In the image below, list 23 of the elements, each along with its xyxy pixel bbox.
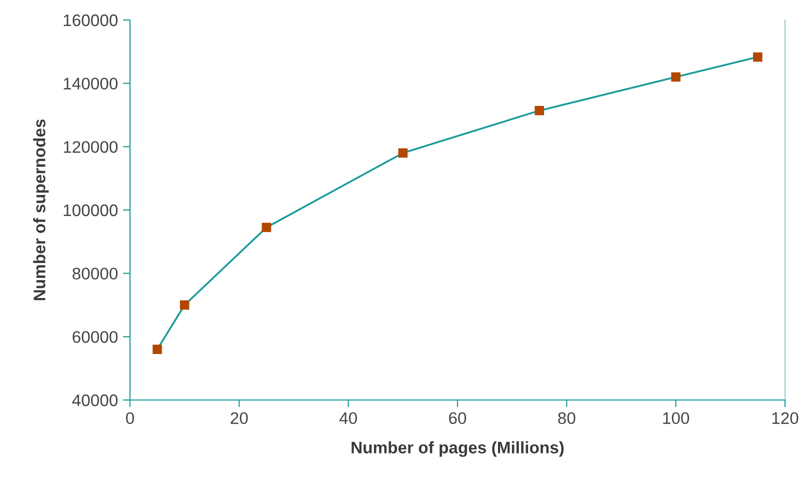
point	[534, 106, 544, 116]
x-tick-label: 40	[339, 412, 357, 424]
x-tick-label: 100	[663, 412, 690, 424]
y-tick-label: 140000	[64, 78, 118, 90]
x-tick-label: 80	[558, 412, 576, 424]
y-tick-label: 40000	[72, 394, 118, 406]
point	[671, 72, 680, 82]
y-tick-label: 60000	[72, 331, 118, 343]
y-axis-title: Number of supernodes	[33, 119, 49, 300]
y-tick-label: 120000	[64, 141, 118, 153]
x-tick-label: 120	[772, 412, 798, 424]
point	[262, 222, 272, 232]
point	[398, 148, 408, 158]
x-tick-label: 0	[126, 412, 134, 424]
y-tick-label: 100000	[64, 204, 118, 216]
y-tick-label: 80000	[72, 268, 118, 280]
y-tick-label: 160000	[64, 14, 118, 26]
x-axis-title: Number of pages (Millions)	[352, 441, 564, 457]
point	[753, 52, 762, 62]
point	[152, 344, 162, 354]
point	[180, 300, 190, 310]
x-tick-label: 20	[230, 412, 248, 424]
x-tick-label: 60	[449, 412, 466, 424]
